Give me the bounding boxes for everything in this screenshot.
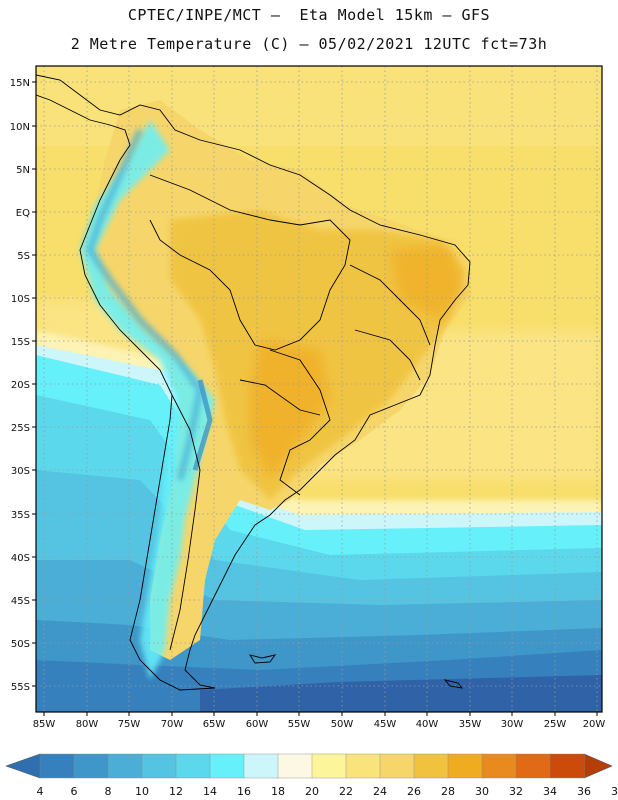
colorbar-label: 30: [475, 785, 489, 798]
colorbar-label: 18: [271, 785, 285, 798]
latitude-labels: 15N 10N 5N EQ 5S 10S 15S 20S 25S 30S 35S…: [10, 78, 30, 693]
colorbar-high-arrow: [583, 753, 613, 779]
lat-label: 5N: [16, 165, 30, 176]
colorbar-label: 34: [543, 785, 557, 798]
lat-label: 50S: [11, 639, 30, 650]
temperature-colorbar: 4 6 8 10 12 14 16 18 20 22 24 26 28 30 32 34 36 38: [5, 753, 618, 798]
colorbar-label: 14: [203, 785, 217, 798]
lon-label: 45W: [374, 719, 397, 730]
colorbar-swatch: [209, 753, 245, 779]
lat-label: 15N: [10, 78, 30, 89]
lon-label: 70W: [161, 719, 184, 730]
colorbar-low-arrow: [5, 753, 41, 779]
colorbar-swatch: [515, 753, 551, 779]
lat-label: 20S: [11, 380, 30, 391]
lat-label: 55S: [11, 682, 30, 693]
lon-label: 25W: [544, 719, 567, 730]
lat-label: 30S: [11, 466, 30, 477]
lon-label: 80W: [76, 719, 99, 730]
longitude-labels: 85W 80W 75W 70W 65W 60W 55W 50W 45W 40W …: [33, 719, 606, 730]
colorbar-swatch: [141, 753, 177, 779]
lon-label: 60W: [246, 719, 269, 730]
colorbar-swatch: [549, 753, 585, 779]
lon-label: 85W: [33, 719, 56, 730]
colorbar-swatch: [481, 753, 517, 779]
lat-label: 15S: [11, 337, 30, 348]
lon-label: 30W: [501, 719, 524, 730]
lat-label: 35S: [11, 510, 30, 521]
colorbar-swatch: [107, 753, 143, 779]
colorbar-label: 12: [169, 785, 183, 798]
map-frame: [35, 65, 603, 713]
colorbar-label: 38: [611, 785, 618, 798]
colorbar-swatch: [311, 753, 347, 779]
colorbar-label: 26: [407, 785, 421, 798]
lat-label: EQ: [16, 208, 30, 219]
colorbar-swatch: [243, 753, 279, 779]
lon-label: 55W: [288, 719, 311, 730]
lat-label: 5S: [17, 251, 30, 262]
colorbar-swatch: [413, 753, 449, 779]
colorbar-swatch: [447, 753, 483, 779]
colorbar-label: 16: [237, 785, 251, 798]
colorbar-label: 10: [135, 785, 149, 798]
lon-label: 75W: [118, 719, 141, 730]
lat-label: 40S: [11, 553, 30, 564]
temperature-field: [36, 66, 602, 712]
colorbar-label: 20: [305, 785, 319, 798]
colorbar-label: 28: [441, 785, 455, 798]
colorbar-swatch: [345, 753, 381, 779]
lat-label: 25S: [11, 423, 30, 434]
colorbar-label: 6: [71, 785, 78, 798]
lon-label: 40W: [416, 719, 439, 730]
lat-label: 10S: [11, 294, 30, 305]
colorbar-label: 22: [339, 785, 353, 798]
lon-label: 50W: [331, 719, 354, 730]
colorbar-swatch: [175, 753, 211, 779]
map-title: CPTEC/INPE/MCT – Eta Model 15km – GFS: [127, 6, 491, 24]
colorbar-label: 36: [577, 785, 591, 798]
colorbar-label: 32: [509, 785, 523, 798]
axis-ticks: [32, 81, 598, 716]
lon-label: 65W: [203, 719, 226, 730]
colorbar-swatch: [379, 753, 415, 779]
lat-label: 10N: [10, 122, 30, 133]
lat-label: 45S: [11, 596, 30, 607]
colorbar-swatch: [277, 753, 313, 779]
colorbar-label: 24: [373, 785, 387, 798]
lon-label: 35W: [459, 719, 482, 730]
colorbar-label: 8: [105, 785, 112, 798]
coastlines: [36, 74, 471, 691]
colorbar-swatch: [39, 753, 75, 779]
colorbar-label: 4: [37, 785, 44, 798]
map-subtitle: 2 Metre Temperature (C) – 05/02/2021 12U…: [70, 35, 548, 53]
lon-label: 20W: [583, 719, 606, 730]
colorbar-swatch: [73, 753, 109, 779]
